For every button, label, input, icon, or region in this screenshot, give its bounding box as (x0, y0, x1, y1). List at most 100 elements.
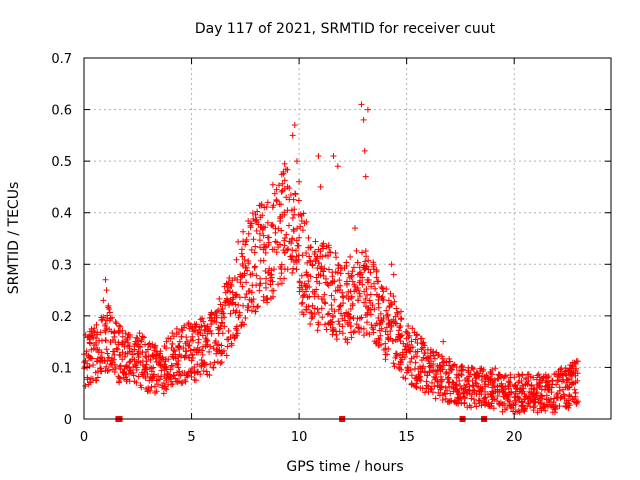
data-point (339, 323, 346, 330)
data-point (126, 359, 133, 366)
data-point (540, 373, 547, 380)
data-point (211, 359, 218, 366)
data-point (256, 287, 263, 294)
data-point (112, 365, 119, 372)
data-point (345, 296, 352, 303)
data-point (566, 376, 573, 383)
data-point (402, 375, 409, 382)
data-point (108, 357, 115, 364)
data-point (197, 371, 204, 378)
data-point (384, 311, 391, 318)
data-point (156, 353, 163, 360)
data-point (210, 345, 217, 352)
data-point (303, 218, 310, 225)
data-point (238, 322, 245, 329)
data-point (126, 343, 133, 350)
data-point (380, 296, 387, 303)
data-point (534, 409, 541, 416)
data-point (183, 334, 190, 341)
data-point (96, 337, 103, 344)
data-point (247, 222, 254, 229)
axis-ticks: 0 0.1 0.2 0.3 0.4 0.5 0.6 0.7 0 5 10 15 20 (51, 52, 611, 445)
data-point (88, 332, 95, 339)
data-point (512, 401, 519, 408)
data-point (271, 190, 278, 197)
data-point (98, 314, 105, 321)
data-point (429, 389, 436, 396)
x-tick-label: 5 (187, 430, 195, 445)
data-point (204, 325, 211, 332)
data-point (473, 403, 480, 410)
data-point (269, 246, 276, 253)
data-point (421, 342, 428, 349)
data-point (227, 310, 234, 317)
data-point (298, 272, 305, 279)
data-point (218, 342, 225, 349)
data-point (211, 318, 218, 325)
data-point (342, 336, 349, 343)
data-point (210, 364, 217, 371)
y-tick-label: 0.7 (51, 52, 72, 67)
data-point (100, 297, 107, 304)
data-point (311, 305, 318, 312)
data-point (215, 326, 222, 333)
data-point (357, 277, 364, 284)
data-point (224, 298, 231, 305)
data-point (472, 375, 479, 382)
data-point (362, 247, 369, 254)
data-point (88, 325, 95, 332)
data-point (199, 347, 206, 354)
data-point (346, 319, 353, 326)
data-point (424, 354, 431, 361)
data-point (412, 359, 419, 366)
data-point (423, 378, 430, 385)
data-point (394, 336, 401, 343)
data-point (245, 218, 252, 225)
data-point (387, 335, 394, 342)
data-point (446, 355, 453, 362)
data-point (289, 132, 296, 139)
data-point (550, 399, 557, 406)
data-point (223, 352, 230, 359)
data-point (534, 395, 541, 401)
data-point (174, 361, 181, 368)
data-point (131, 346, 138, 353)
data-point (562, 403, 569, 410)
data-point (406, 347, 413, 354)
data-point (469, 365, 476, 372)
data-point (322, 300, 329, 307)
data-point (383, 324, 390, 331)
data-point (520, 402, 527, 409)
data-point (349, 300, 356, 307)
data-point (431, 383, 438, 390)
data-point (115, 339, 122, 346)
data-point (107, 315, 114, 322)
x-tick-label: 20 (506, 430, 523, 445)
data-point (477, 368, 484, 375)
data-point (178, 353, 185, 360)
data-point (367, 291, 374, 298)
data-point (239, 253, 246, 260)
data-point (430, 352, 437, 359)
y-tick-label: 0 (64, 413, 72, 428)
data-point (418, 357, 425, 364)
data-point (147, 356, 154, 363)
data-point (571, 398, 578, 405)
data-point (270, 202, 277, 209)
data-point (368, 283, 375, 290)
data-point (483, 372, 490, 379)
data-point (442, 384, 449, 391)
data-point (122, 363, 129, 370)
data-point (520, 385, 527, 392)
data-point (572, 379, 579, 386)
data-point (391, 298, 398, 305)
data-point (373, 291, 380, 298)
data-point (475, 373, 482, 380)
data-point (186, 342, 193, 349)
data-point (141, 334, 148, 341)
data-point (133, 364, 140, 371)
data-point (158, 367, 165, 374)
data-point (300, 311, 307, 318)
data-point (303, 249, 310, 256)
data-point (383, 307, 390, 314)
